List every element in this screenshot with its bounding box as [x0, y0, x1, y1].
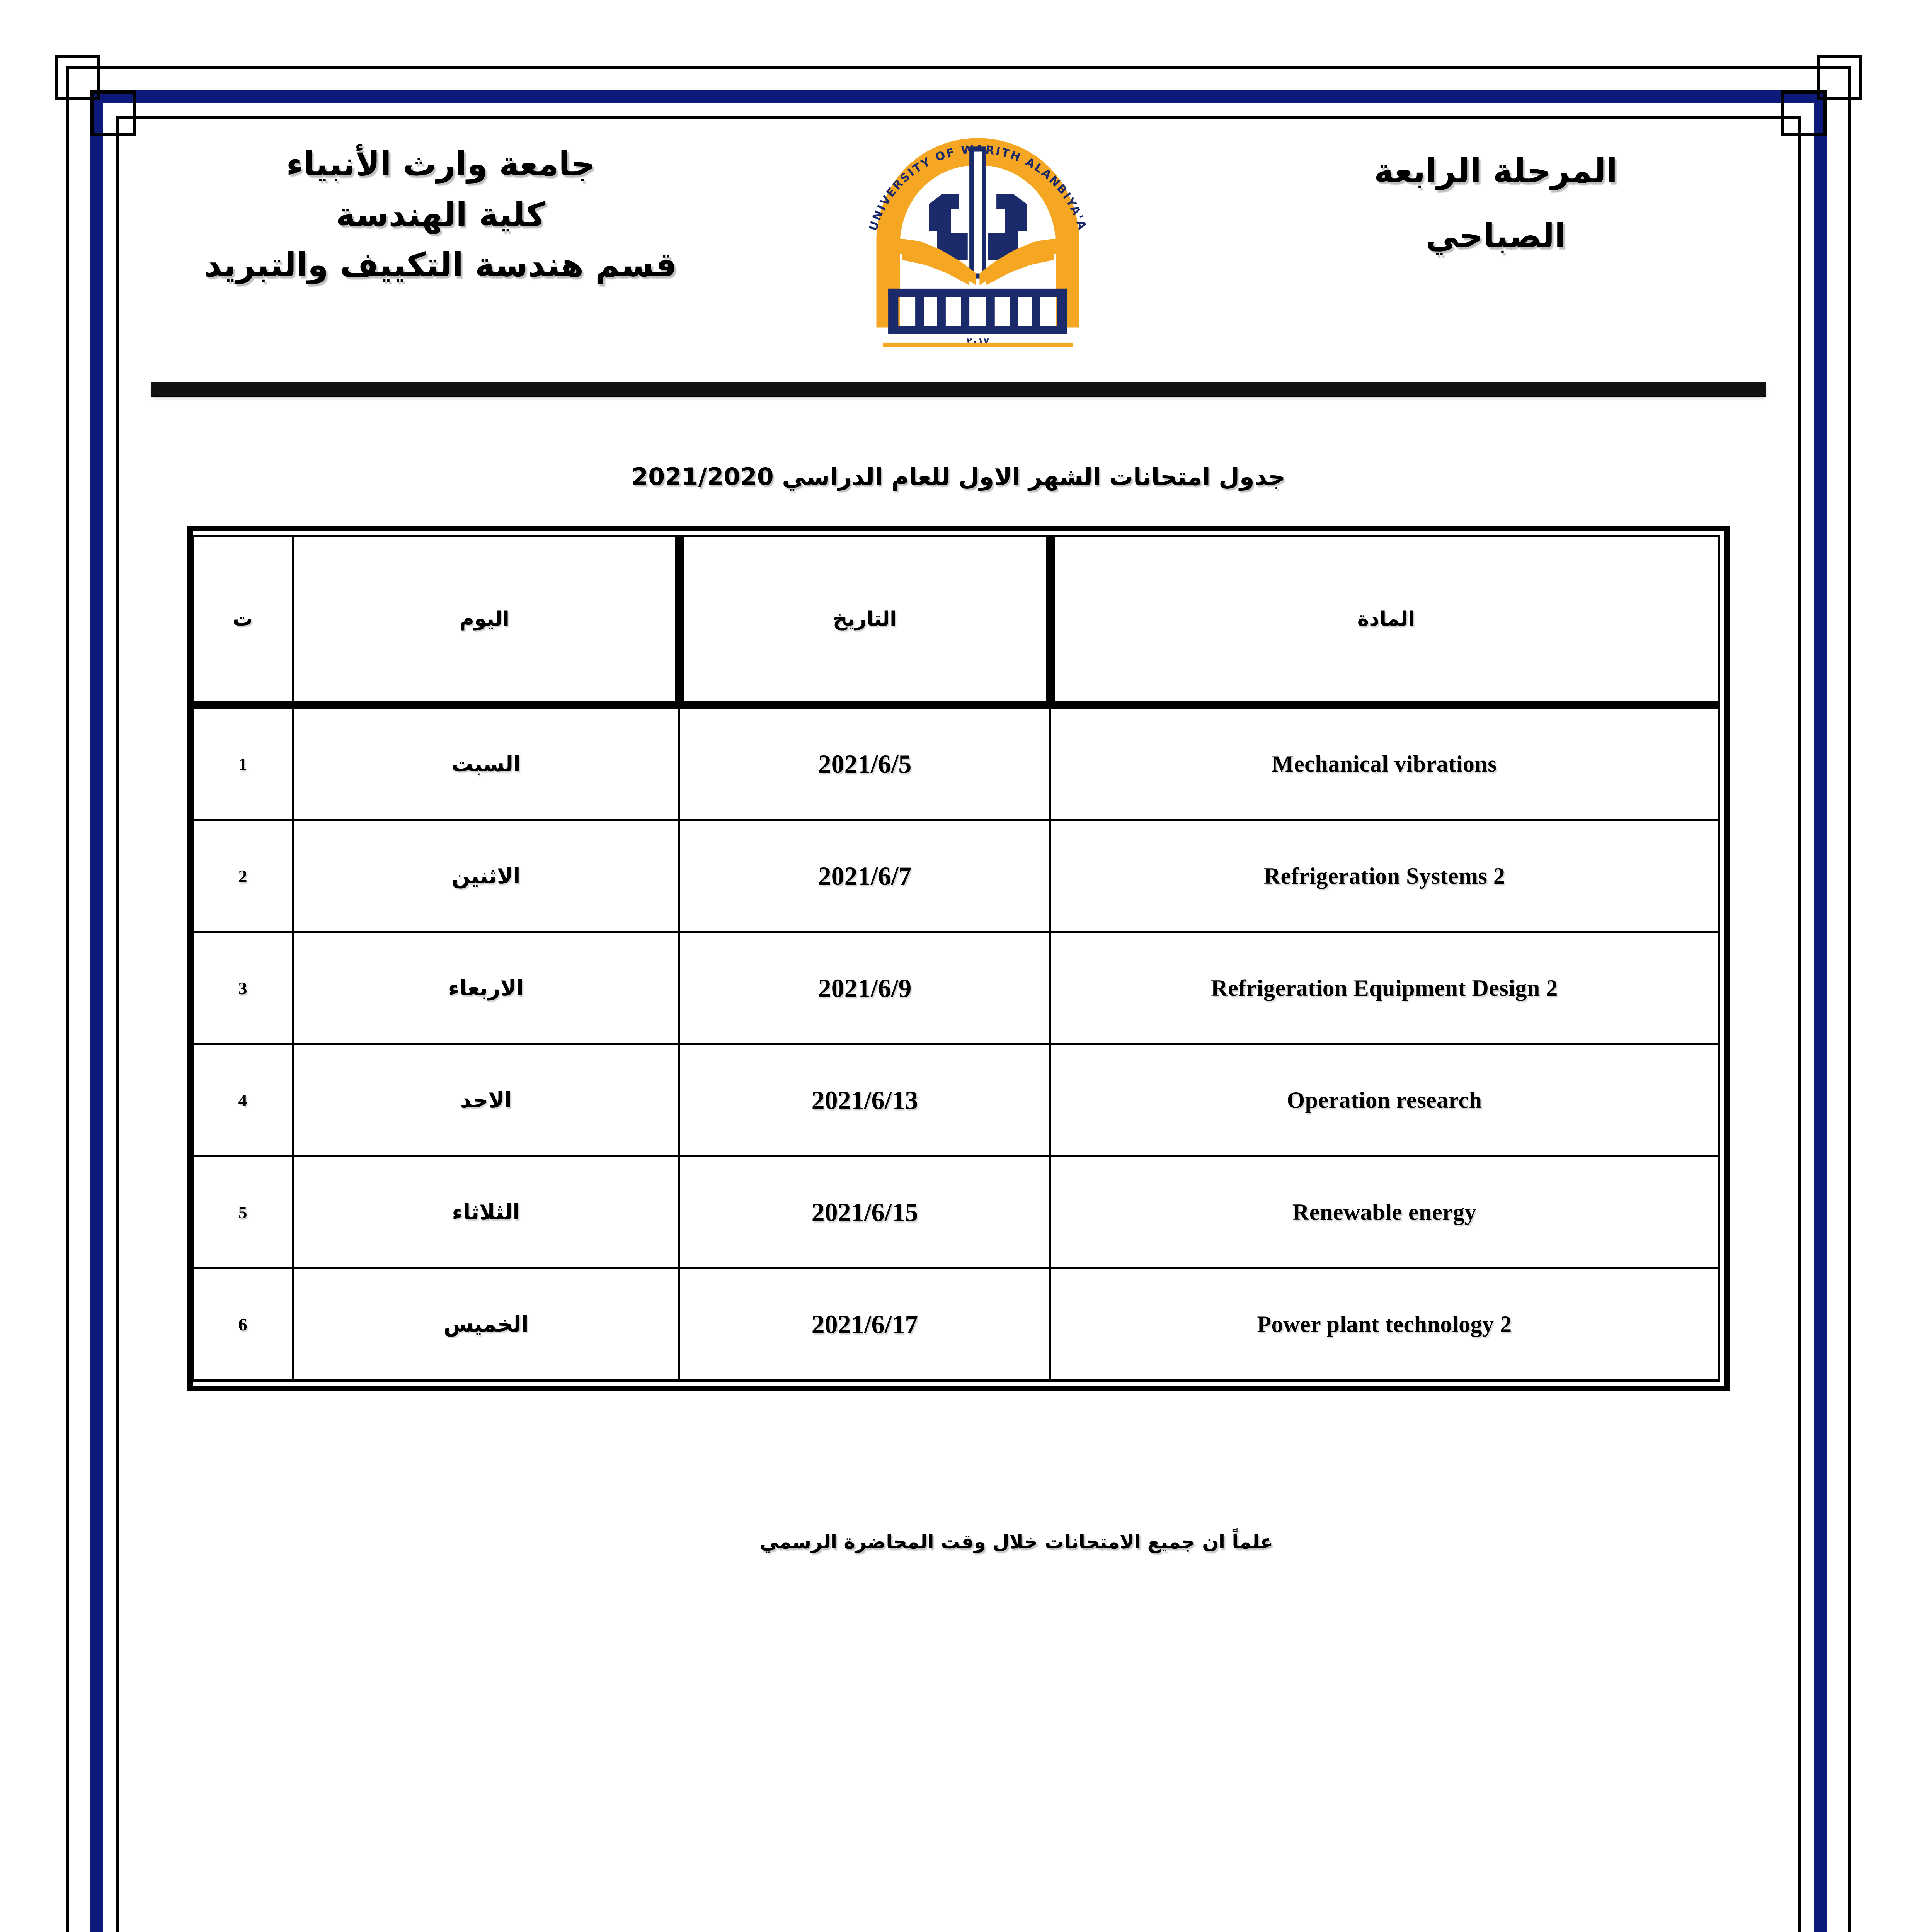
- cell-day: الاثنين: [292, 819, 680, 933]
- seal-wing-left: [929, 194, 968, 260]
- cell-date: 2021/6/17: [678, 1267, 1051, 1382]
- seal-book-page-left: [902, 251, 970, 286]
- cell-day: الاربعاء: [292, 931, 680, 1045]
- page-title: جدول امتحانات الشهر الاول للعام الدراسي …: [631, 463, 1286, 491]
- seal-book-page-right: [986, 251, 1054, 286]
- table-header-row: المادة التاريخ اليوم ت: [191, 535, 1720, 709]
- cell-subject: Operation research: [1049, 1043, 1720, 1157]
- column-header-subject: المادة: [1046, 535, 1720, 709]
- cell-number: 4: [191, 1043, 294, 1157]
- table-row: Renewable energy 2021/6/15 الثلاثاء 5: [191, 1155, 1720, 1269]
- table-row: Refrigeration Equipment Design 2 2021/6/…: [191, 931, 1720, 1045]
- letterhead: جامعة وارث الأنبياء كلية الهندسة قسم هند…: [128, 128, 1789, 375]
- department-name: قسم هندسة التكييف والتبريد: [204, 246, 677, 285]
- cell-subject: Power plant technology 2: [1049, 1267, 1720, 1382]
- cell-day: الاحد: [292, 1043, 680, 1157]
- seal-pillar-slot: [974, 151, 982, 274]
- column-header-date: التاريخ: [675, 535, 1051, 709]
- letterhead-stage-block: المرحلة الرابعة الصباحي: [1225, 128, 1766, 269]
- seal-wing-right: [988, 194, 1027, 260]
- shift-label: الصباحي: [1425, 216, 1566, 255]
- letterhead-divider: [151, 382, 1766, 396]
- letterhead-divider-thin: [151, 396, 1766, 397]
- cell-day: الخميس: [292, 1267, 680, 1382]
- seal-arabic-band: [888, 288, 1067, 334]
- cell-subject: Mechanical vibrations: [1049, 704, 1720, 821]
- cell-date: 2021/6/15: [678, 1155, 1051, 1269]
- letterhead-institution-block: جامعة وارث الأنبياء كلية الهندسة قسم هند…: [151, 128, 730, 291]
- cell-date: 2021/6/5: [678, 704, 1051, 821]
- corner-motif-top-left: [55, 55, 136, 136]
- cell-subject: Refrigeration Systems 2: [1049, 819, 1720, 933]
- stage-label: المرحلة الرابعة: [1374, 152, 1617, 190]
- document-content: جامعة وارث الأنبياء كلية الهندسة قسم هند…: [128, 128, 1789, 1932]
- university-name: جامعة وارث الأنبياء: [286, 145, 595, 184]
- cell-day: الثلاثاء: [292, 1155, 680, 1269]
- college-name: كلية الهندسة: [335, 195, 546, 234]
- table-row: Refrigeration Systems 2 2021/6/7 الاثنين…: [191, 819, 1720, 933]
- cell-number: 5: [191, 1155, 294, 1269]
- cell-date: 2021/6/13: [678, 1043, 1051, 1157]
- seal-base-bar: [883, 342, 1073, 347]
- cell-subject: Renewable energy: [1049, 1155, 1720, 1269]
- corner-square-outer: [55, 55, 100, 100]
- table-row: Operation research 2021/6/13 الاحد 4: [191, 1043, 1720, 1157]
- university-logo: UNIVERSITY OF WARITH ALANBIYA'A: [831, 128, 1125, 348]
- column-header-number: ت: [191, 535, 294, 709]
- cell-number: 6: [191, 1267, 294, 1382]
- table-row: Mechanical vibrations 2021/6/5 السبت 1: [191, 704, 1720, 821]
- exam-note: علماً ان جميع الامتحانات خلال وقت المحاض…: [759, 1531, 1273, 1553]
- table-row: Power plant technology 2 2021/6/17 الخمي…: [191, 1267, 1720, 1382]
- cell-number: 2: [191, 819, 294, 933]
- cell-number: 1: [191, 704, 294, 821]
- cell-subject: Refrigeration Equipment Design 2: [1049, 931, 1720, 1045]
- corner-motif-top-right: [1781, 55, 1862, 136]
- table-body: Mechanical vibrations 2021/6/5 السبت 1 R…: [191, 704, 1720, 1382]
- exam-schedule-table: المادة التاريخ اليوم ت Mechanical vibrat…: [191, 535, 1720, 1382]
- cell-date: 2021/6/7: [678, 819, 1051, 933]
- schedule-table-frame: المادة التاريخ اليوم ت Mechanical vibrat…: [187, 526, 1730, 1391]
- column-header-day: اليوم: [292, 535, 680, 709]
- table-header: المادة التاريخ اليوم ت: [191, 535, 1720, 709]
- corner-square-outer: [1817, 55, 1862, 100]
- cell-number: 3: [191, 931, 294, 1045]
- cell-date: 2021/6/9: [678, 931, 1051, 1045]
- university-seal-icon: UNIVERSITY OF WARITH ALANBIYA'A: [867, 138, 1089, 347]
- cell-day: السبت: [292, 704, 680, 821]
